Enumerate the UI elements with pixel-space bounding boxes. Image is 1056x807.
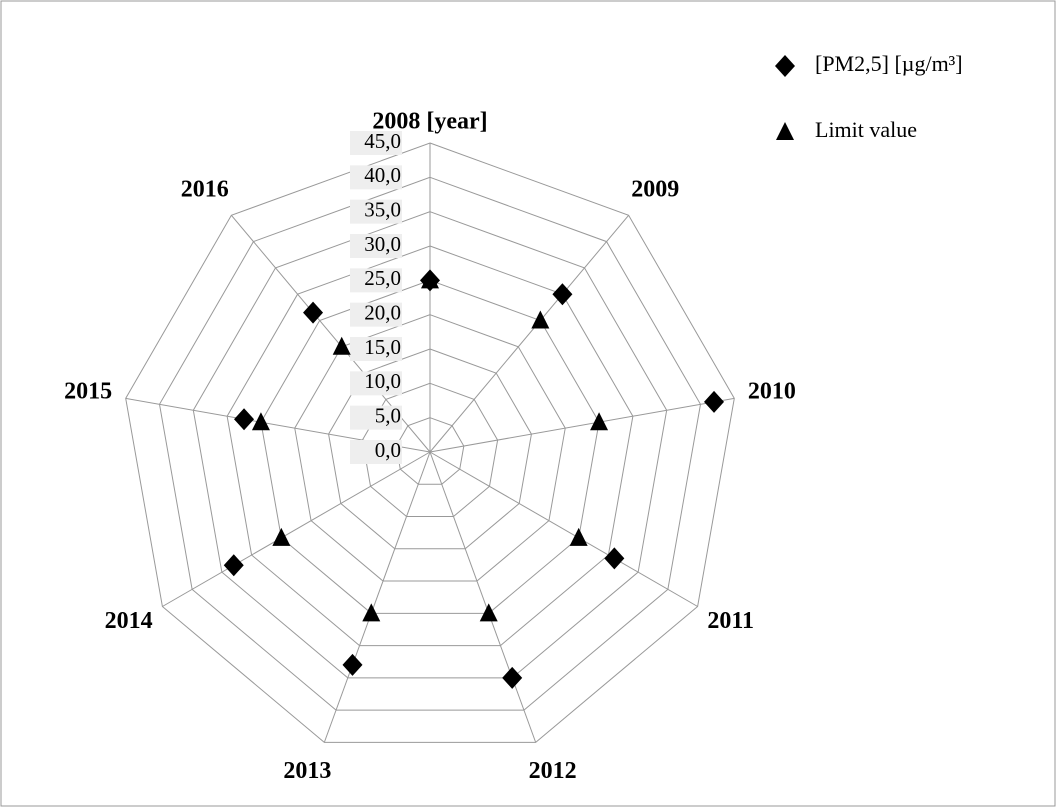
tick-label-bg: [350, 337, 402, 361]
triangle-marker: [531, 310, 550, 329]
category-label: 2008 [year]: [372, 109, 487, 135]
tick-label-bg: [350, 405, 402, 430]
r-tick-label: 20,0: [364, 300, 401, 324]
diamond-marker: [604, 547, 625, 570]
category-label: 2016: [181, 176, 229, 202]
r-tick-label: 35,0: [364, 197, 401, 221]
triangle-marker: [590, 412, 609, 431]
diamond-marker: [502, 666, 523, 689]
triangle-marker: [776, 122, 794, 140]
diamond-marker: [420, 269, 440, 292]
tick-label-bg: [350, 131, 402, 155]
diamond-marker: [303, 301, 324, 324]
spoke: [429, 451, 537, 743]
tick-label-bg: [350, 234, 402, 258]
diamond-marker: [223, 554, 244, 577]
legend-label: Limit value: [815, 117, 917, 142]
category-label: 2015: [64, 378, 112, 404]
tick-label-bg: [350, 440, 402, 464]
diamond-marker: [234, 408, 255, 431]
triangle-marker: [362, 603, 381, 622]
diamond-marker: [775, 55, 795, 77]
triangle-marker: [569, 527, 588, 546]
diamond-marker: [704, 390, 725, 413]
diamond-marker: [552, 283, 573, 306]
diamond-marker: [342, 653, 363, 676]
r-tick-label: 15,0: [364, 335, 401, 359]
spoke: [323, 451, 431, 743]
r-tick-label: 5,0: [375, 403, 401, 427]
category-label: 2012: [529, 758, 577, 784]
tick-label-bg: [350, 302, 402, 327]
spoke: [429, 214, 630, 453]
triangle-marker: [272, 527, 291, 546]
tick-label-bg: [350, 268, 402, 293]
grid-ring: [294, 314, 566, 582]
category-label: 2009: [631, 176, 679, 202]
r-tick-label: 10,0: [364, 369, 401, 393]
grid-ring: [226, 245, 634, 647]
spoke: [429, 397, 735, 453]
triangle-marker: [332, 336, 351, 355]
tick-label-bg: [350, 199, 402, 224]
grid-ring: [125, 142, 735, 743]
category-label: 2011: [707, 608, 754, 634]
tick-label-bg: [350, 165, 402, 190]
grid-ring: [192, 211, 668, 679]
r-tick-label: 0,0: [375, 438, 401, 462]
triangle-marker: [251, 412, 270, 431]
grid-ring: [158, 176, 702, 711]
grid-ring: [395, 417, 465, 485]
r-tick-label: 40,0: [364, 163, 401, 187]
spoke: [162, 451, 431, 607]
legend-label: [PM2,5] [µg/m³]: [815, 51, 963, 76]
tick-label-bg: [350, 371, 402, 396]
triangle-marker: [479, 603, 498, 622]
category-label: 2013: [283, 758, 331, 784]
spoke: [429, 451, 698, 607]
r-tick-label: 25,0: [364, 266, 401, 290]
r-tick-label: 30,0: [364, 232, 401, 256]
category-label: 2014: [105, 608, 153, 634]
r-tick-label: 45,0: [364, 129, 401, 153]
category-label: 2010: [748, 378, 796, 404]
grid-ring: [260, 279, 600, 614]
grid-ring: [328, 348, 532, 550]
